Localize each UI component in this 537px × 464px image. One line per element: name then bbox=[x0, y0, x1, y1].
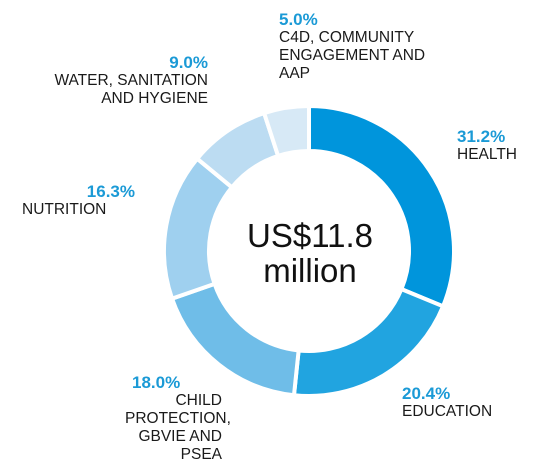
pct-child-protection: 18.0% bbox=[132, 373, 181, 392]
pct-nutrition: 16.3% bbox=[86, 182, 135, 201]
pct-health: 31.2% bbox=[457, 127, 506, 146]
slice-5 bbox=[261, 103, 311, 159]
slice-1 bbox=[291, 286, 446, 398]
name-child-protection: CHILD PROTECTION, GBVIE AND PSEA bbox=[125, 392, 231, 463]
center-amount: US$11.8 bbox=[247, 217, 373, 254]
label-child-protection: 18.0% CHILD PROTECTION, GBVIE AND PSEA bbox=[125, 373, 231, 464]
name-education: EDUCATION bbox=[402, 403, 493, 420]
pct-wash: 9.0% bbox=[169, 53, 208, 72]
center-unit: million bbox=[263, 252, 357, 289]
pct-education: 20.4% bbox=[402, 384, 451, 403]
name-wash: WATER, SANITATION AND HYGIENE bbox=[54, 72, 208, 107]
name-nutrition: NUTRITION bbox=[22, 201, 107, 218]
slice-0 bbox=[307, 103, 456, 309]
center-total: US$11.8 million bbox=[210, 218, 410, 288]
label-c4d: 5.0% C4D, COMMUNITY ENGAGEMENT AND AAP bbox=[279, 11, 425, 83]
label-education: 20.4% EDUCATION bbox=[402, 385, 492, 421]
label-nutrition: 16.3% NUTRITION bbox=[22, 183, 135, 219]
name-c4d: C4D, COMMUNITY ENGAGEMENT AND AAP bbox=[279, 29, 426, 82]
label-wash: 9.0% WATER, SANITATION AND HYGIENE bbox=[10, 54, 208, 108]
label-health: 31.2% HEALTH bbox=[457, 128, 517, 164]
pct-c4d: 5.0% bbox=[279, 10, 318, 29]
name-health: HEALTH bbox=[457, 146, 518, 163]
